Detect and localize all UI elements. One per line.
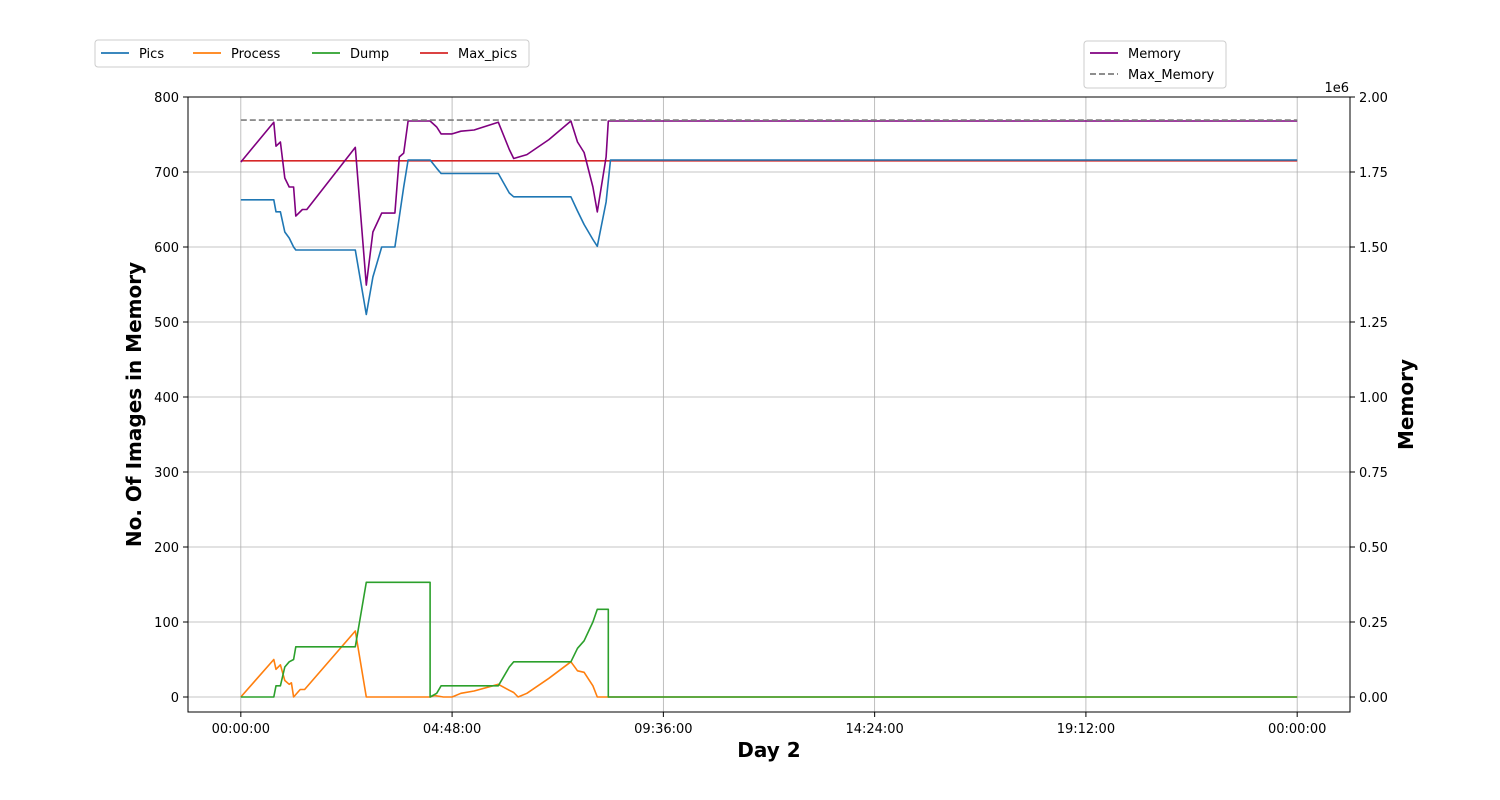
y-tick-label: 700: [154, 166, 179, 181]
y2-tick-label: 1.25: [1359, 316, 1388, 331]
y2-tick-label: 1.00: [1359, 391, 1388, 406]
y-tick-label: 500: [154, 316, 179, 331]
legend-label-max-pics: Max_pics: [458, 47, 517, 62]
series-line-pics: [240, 159, 1298, 316]
legend-label-dump: Dump: [350, 47, 389, 62]
legend-label-pics: Pics: [139, 47, 164, 62]
gridlines: [188, 96, 1350, 712]
legend-right: Memory Max_Memory: [1083, 40, 1227, 89]
series-line-memory: [240, 120, 1298, 286]
y-tick-label: 800: [154, 91, 179, 106]
y2-tick-label: 0.50: [1359, 541, 1388, 556]
y2-tick-label: 1.75: [1359, 166, 1388, 181]
y2-tick-label: 2.00: [1359, 91, 1388, 106]
y2-tick-label: 0.00: [1359, 691, 1388, 706]
plot-frame: [187, 96, 1351, 713]
y-tick-label: 100: [154, 616, 179, 631]
legend-box: [1083, 40, 1227, 89]
x-tick-label: 04:48:00: [423, 722, 481, 737]
legend-left: Pics Process Dump Max_pics: [94, 39, 530, 68]
axis-ticks: 00:00:00 04:48:00 09:36:00 14:24:00 19:12:00…: [154, 91, 1388, 737]
x-tick-label: 00:00:00: [212, 722, 270, 737]
x-tick-label: 14:24:00: [845, 722, 903, 737]
x-tick-label: 00:00:00: [1268, 722, 1326, 737]
x-tick-label: 19:12:00: [1057, 722, 1115, 737]
y-tick-label: 200: [154, 541, 179, 556]
right-axis-multiplier: 1e6: [1324, 81, 1349, 96]
x-axis-title: Day 2: [737, 738, 800, 762]
y-tick-label: 300: [154, 466, 179, 481]
series-line-dump: [240, 581, 1298, 698]
y2-tick-label: 1.50: [1359, 241, 1388, 256]
y2-tick-label: 0.25: [1359, 616, 1388, 631]
x-tick-label: 09:36:00: [634, 722, 692, 737]
legend-label-max-memory: Max_Memory: [1128, 68, 1215, 83]
y-axis-title-right: Memory: [1394, 359, 1418, 450]
y-tick-label: 600: [154, 241, 179, 256]
legend-label-memory: Memory: [1128, 47, 1181, 62]
series-lines: [240, 119, 1298, 698]
y2-tick-label: 0.75: [1359, 466, 1388, 481]
y-axis-title-left: No. Of Images in Memory: [122, 262, 146, 547]
y-tick-label: 0: [171, 691, 179, 706]
legend-label-process: Process: [231, 47, 281, 62]
series-line-process: [240, 630, 1298, 698]
y-tick-label: 400: [154, 391, 179, 406]
